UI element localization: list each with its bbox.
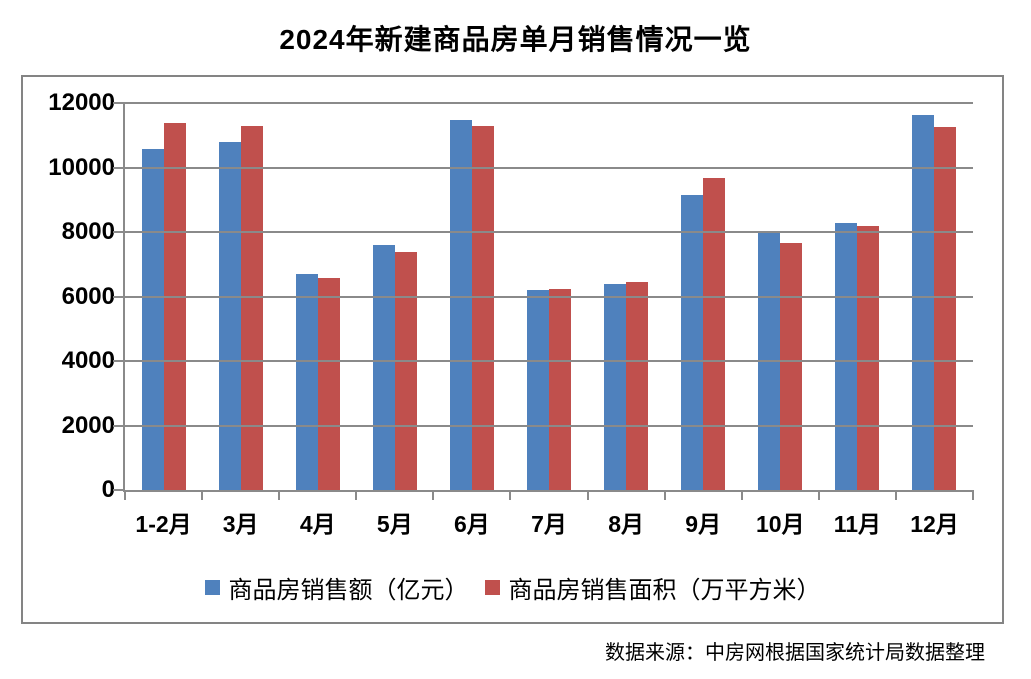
bar-sales-amount-5月	[372, 245, 395, 490]
legend-label-sales-area: 商品房销售面积（万平方米）	[508, 577, 821, 604]
legend-swatch-sales-area	[484, 580, 500, 595]
legend-item-sales-amount: 商品房销售额（亿元）	[204, 570, 469, 605]
x-axis-line	[123, 490, 973, 492]
bar-sales-amount-9月	[681, 195, 704, 490]
bar-sales-area-9月	[703, 178, 726, 490]
x-axis-label-10月: 10月	[756, 511, 805, 537]
plot-area	[113, 102, 974, 500]
gridline-8000	[125, 231, 973, 233]
x-axis-tick	[818, 490, 820, 500]
source-note: 数据来源：中房网根据国家统计局数据整理	[605, 642, 985, 664]
y-axis-label-0: 0	[101, 476, 115, 503]
bar-sales-area-5月	[394, 252, 417, 490]
bar-group-8月	[588, 103, 665, 490]
gridline-6000	[125, 296, 973, 298]
bar-group-9月	[665, 103, 742, 490]
bar-sales-area-4月	[317, 278, 340, 490]
gridline-2000	[125, 425, 973, 427]
x-axis-tick	[664, 490, 666, 500]
y-axis-tick-6000	[113, 296, 125, 298]
x-axis-label-7月: 7月	[531, 511, 567, 537]
bar-group-11月	[819, 103, 896, 490]
bar-group-1-2月	[125, 103, 202, 490]
x-axis-tick	[201, 490, 203, 500]
bar-sales-area-12月	[934, 127, 957, 490]
x-axis-tick	[895, 490, 897, 500]
y-axis-tick-2000	[113, 425, 125, 427]
bar-sales-area-1-2月	[163, 123, 186, 490]
x-axis-label-1-2月: 1-2月	[135, 511, 192, 537]
bar-sales-amount-8月	[604, 284, 627, 490]
bar-group-6月	[433, 103, 510, 490]
bar-sales-amount-11月	[835, 223, 858, 490]
bar-group-5月	[356, 103, 433, 490]
x-axis-tick	[355, 490, 357, 500]
bar-group-7月	[510, 103, 587, 490]
x-axis-labels: 1-2月 3月 4月 5月 6月 7月 8月 9月 10月 11月 12月	[125, 505, 973, 539]
y-axis-tick-8000	[113, 231, 125, 233]
legend-item-sales-area: 商品房销售面积（万平方米）	[484, 570, 821, 605]
y-axis-tick-10000	[113, 167, 125, 169]
bar-sales-area-6月	[471, 126, 494, 490]
chart-container: 0 2000 4000 6000 8000 10000 12000 1-2月 3月 4月 5月 6月…	[21, 75, 1004, 624]
bar-group-3月	[202, 103, 279, 490]
y-axis-label-4000: 4000	[61, 347, 115, 374]
y-axis-tick-0	[113, 489, 125, 491]
legend-swatch-sales-amount	[204, 580, 220, 595]
x-axis-tick	[509, 490, 511, 500]
legend-label-sales-amount: 商品房销售额（亿元）	[228, 577, 469, 604]
x-axis-label-12月: 12月	[910, 511, 959, 537]
bar-group-12月	[896, 103, 973, 490]
bars-layer	[125, 103, 973, 490]
x-axis-label-5月: 5月	[376, 511, 413, 537]
x-axis-label-3月: 3月	[222, 511, 259, 537]
legend: 商品房销售额（亿元） 商品房销售面积（万平方米）	[23, 570, 1002, 605]
gridline-10000	[125, 167, 973, 169]
y-axis-tick-12000	[113, 102, 125, 104]
gridline-4000	[125, 360, 973, 362]
x-axis-tick	[278, 490, 280, 500]
y-axis-label-12000: 12000	[48, 89, 115, 116]
y-axis-label-6000: 6000	[61, 283, 115, 310]
x-axis-label-6月: 6月	[454, 511, 490, 537]
bar-sales-amount-6月	[449, 120, 472, 490]
bar-sales-area-10月	[780, 243, 803, 490]
page-title: 2024年新建商品房单月销售情况一览	[279, 24, 752, 55]
bar-sales-amount-7月	[527, 290, 550, 490]
x-axis-tick	[972, 490, 974, 500]
y-axis-label-8000: 8000	[61, 218, 115, 245]
x-axis-tick	[741, 490, 743, 500]
bar-sales-amount-12月	[912, 115, 935, 490]
x-axis-tick	[432, 490, 434, 500]
y-axis-tick-4000	[113, 360, 125, 362]
x-axis-label-11月: 11月	[833, 511, 882, 537]
x-axis-tick	[587, 490, 589, 500]
x-axis-label-4月: 4月	[299, 511, 336, 537]
bar-sales-area-8月	[626, 282, 649, 490]
x-axis-tick	[124, 490, 126, 500]
y-axis-labels: 0 2000 4000 6000 8000 10000 12000	[23, 90, 115, 503]
bar-sales-area-11月	[857, 226, 880, 490]
bar-group-4月	[279, 103, 356, 490]
x-axis-label-8月: 8月	[608, 511, 644, 537]
gridline-12000	[125, 102, 973, 104]
x-axis-label-9月: 9月	[685, 511, 722, 537]
bar-sales-area-7月	[549, 289, 572, 490]
y-axis-label-2000: 2000	[61, 412, 115, 439]
bar-sales-amount-4月	[295, 274, 318, 490]
bar-sales-area-3月	[240, 126, 263, 490]
bar-sales-amount-3月	[218, 142, 241, 490]
y-axis-label-10000: 10000	[48, 154, 115, 181]
bar-sales-amount-1-2月	[141, 149, 164, 490]
